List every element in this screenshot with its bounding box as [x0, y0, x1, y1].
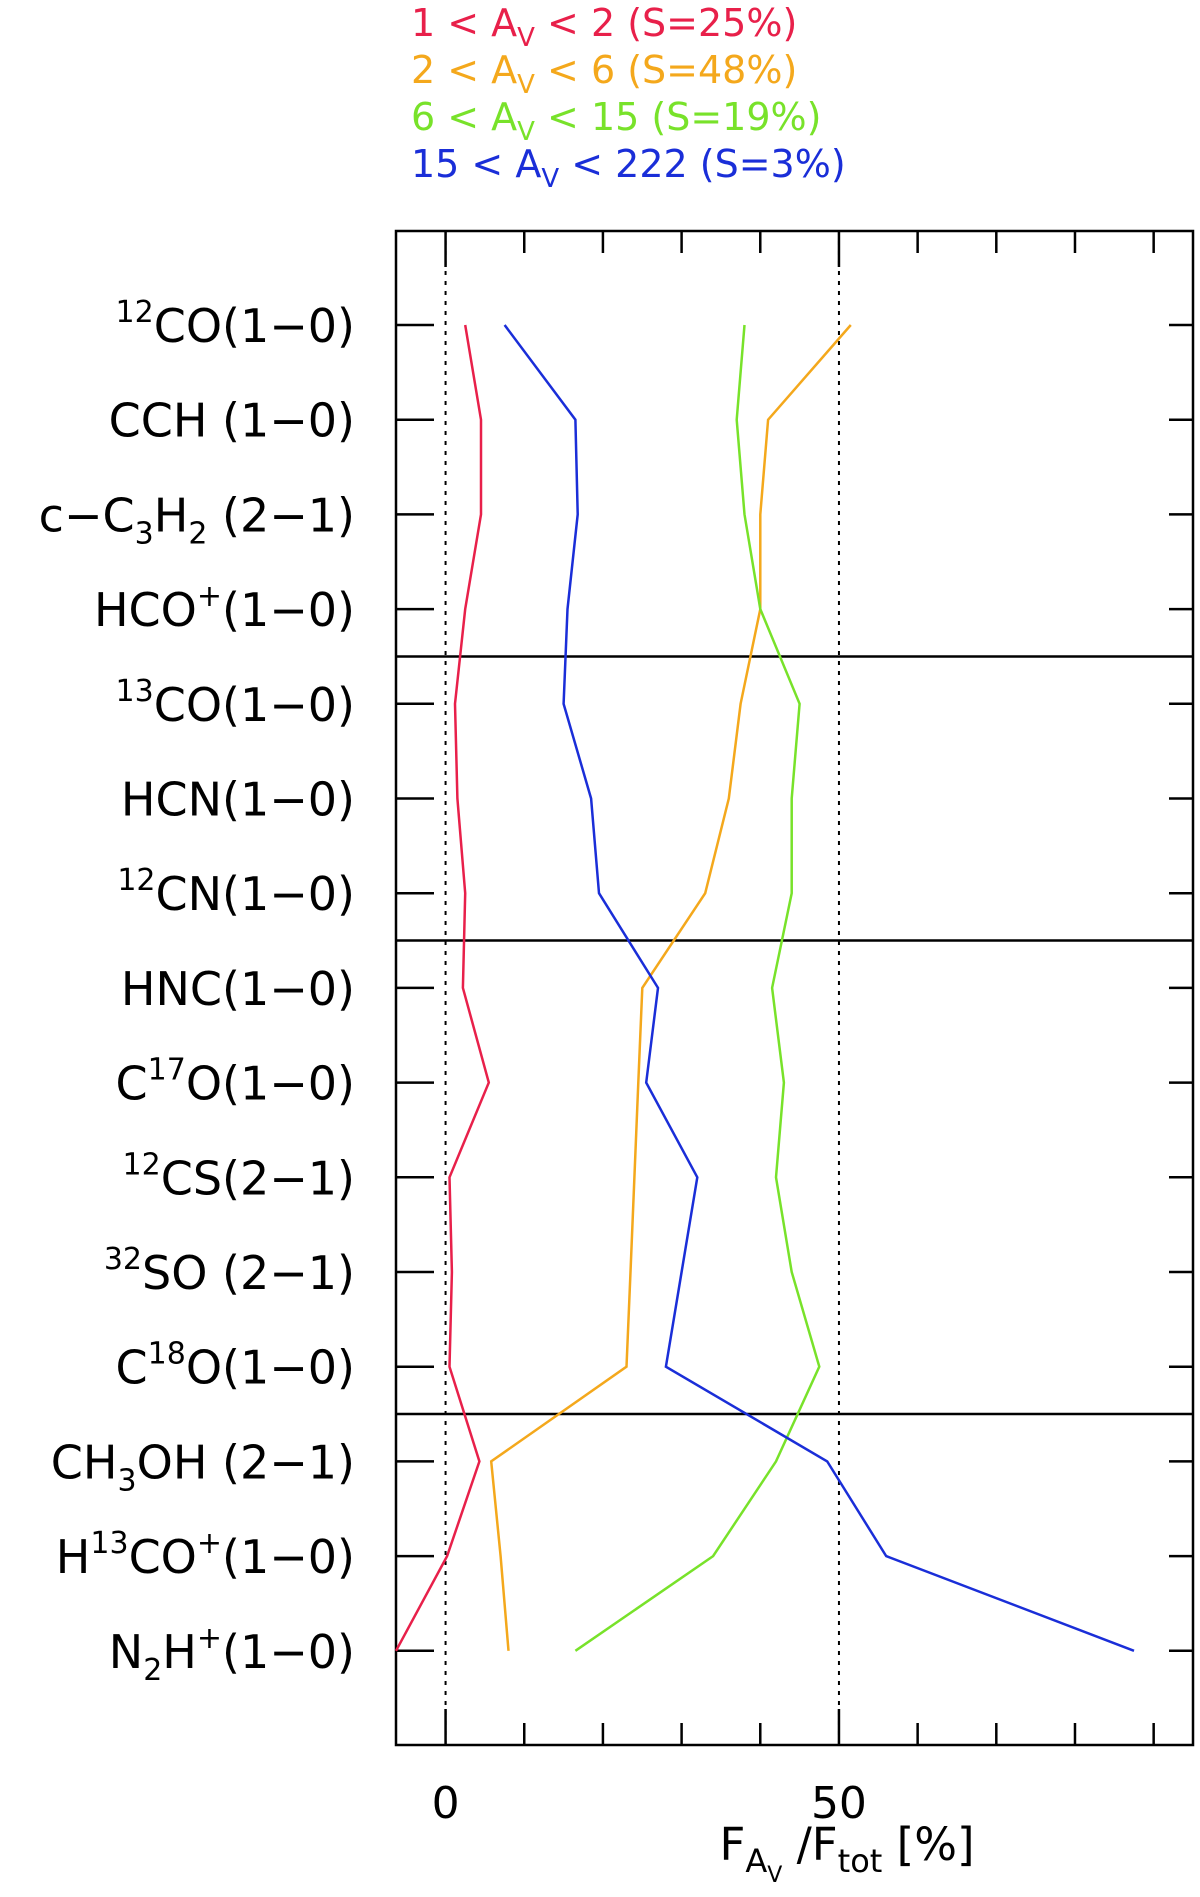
- x-tick-label-50: 50: [811, 1778, 867, 1829]
- x-tick-label-0: 0: [432, 1778, 460, 1829]
- x-axis-title: FAV /Ftot [%]: [719, 1818, 974, 1888]
- series-line-2: [574, 324, 821, 1652]
- reference-lines: [444, 231, 840, 1745]
- y-tick-label-11: C18O(1−0): [116, 1337, 356, 1395]
- plot-frame: [394, 229, 1195, 1747]
- y-tick-label-9: 12CS(2−1): [123, 1147, 355, 1205]
- y-tick-label-10: 32SO (2−1): [104, 1242, 355, 1300]
- series-line-0: [394, 324, 491, 1652]
- y-tick-label-14: N2H+(1−0): [109, 1621, 355, 1688]
- y-tick-label-8: C17O(1−0): [116, 1053, 356, 1111]
- y-tick-label-3: HCO+(1−0): [94, 579, 355, 637]
- y-tick-label-5: HCN(1−0): [121, 773, 355, 827]
- legend-entry-3: 15 < AV < 222 (S=3%): [411, 142, 846, 194]
- legend-entry-1: 2 < AV < 6 (S=48%): [411, 48, 797, 100]
- series-lines: [394, 324, 1135, 1652]
- y-tick-label-6: 12CN(1−0): [117, 863, 355, 921]
- y-tick-labels: 12CO(1−0) CCH (1−0) c−C3H2 (2−1) HCO+(1−0) 1…: [39, 295, 355, 1688]
- y-tick-label-2: c−C3H2 (2−1): [39, 488, 355, 551]
- y-tick-label-1: CCH (1−0): [109, 394, 355, 448]
- legend-entry-0: 1 < AV < 2 (S=25%): [411, 1, 797, 53]
- y-tick-label-12: CH3OH (2−1): [51, 1435, 355, 1498]
- y-tick-label-0: 12CO(1−0): [116, 295, 355, 353]
- x-tick-labels: 0 50: [432, 1778, 867, 1829]
- axis-ticks: [396, 231, 1193, 1745]
- series-line-3: [503, 324, 1135, 1652]
- series-line-1: [489, 324, 852, 1651]
- group-separators: [396, 655, 1193, 1416]
- y-tick-label-4: 13CO(1−0): [116, 674, 355, 732]
- y-tick-label-7: HNC(1−0): [121, 962, 355, 1016]
- legend-entry-2: 6 < AV < 15 (S=19%): [411, 95, 821, 147]
- y-tick-label-13: H13CO+(1−0): [56, 1526, 355, 1584]
- legend: 1 < AV < 2 (S=25%)2 < AV < 6 (S=48%)6 < …: [411, 1, 846, 194]
